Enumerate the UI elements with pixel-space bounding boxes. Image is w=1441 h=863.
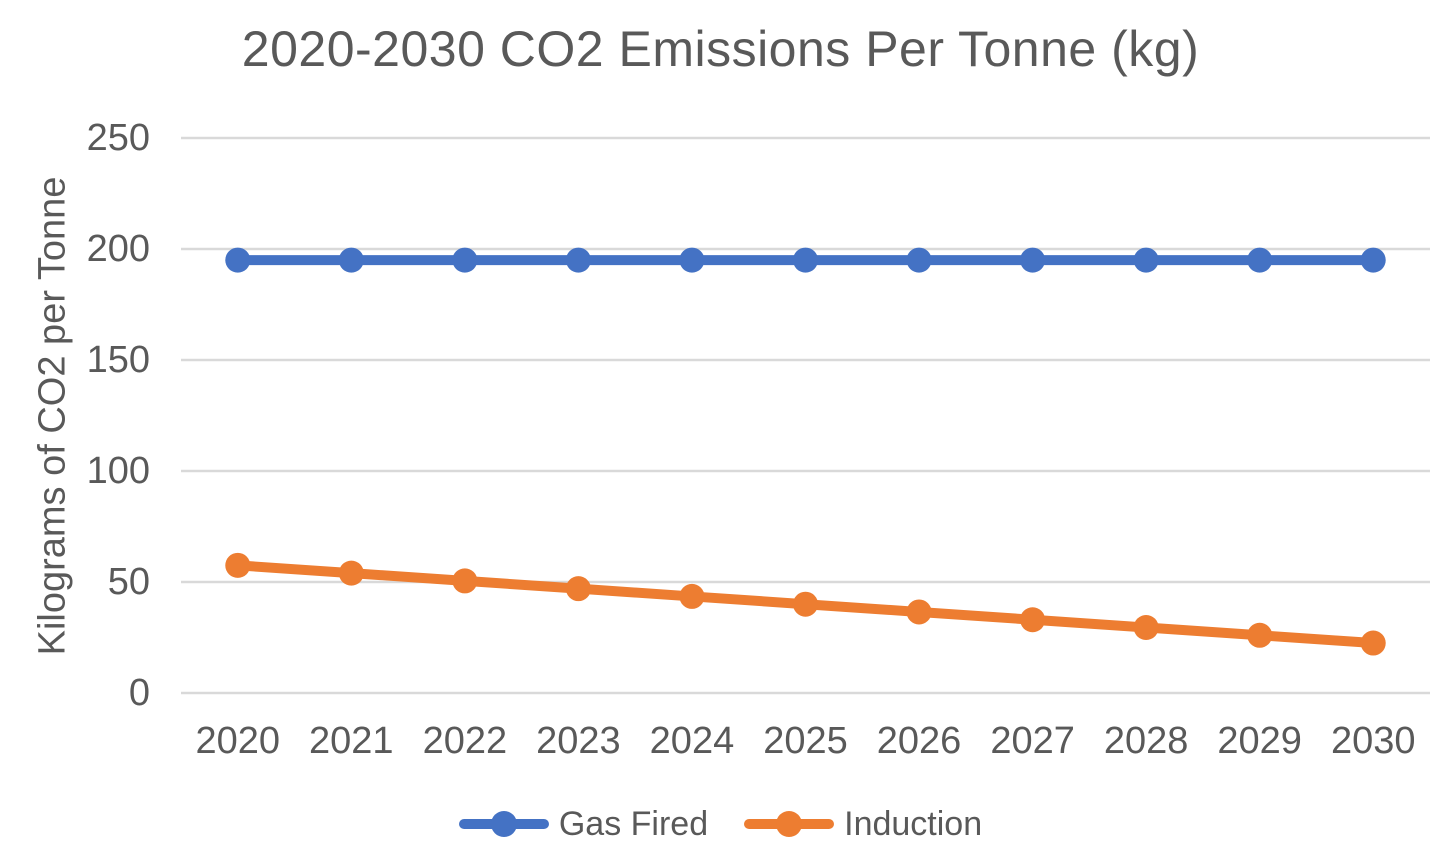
data-point-gas-fired (225, 247, 251, 273)
data-point-induction (452, 568, 478, 594)
data-point-induction (565, 576, 591, 602)
y-tick-label: 100 (87, 450, 150, 492)
y-tick-label: 250 (87, 117, 150, 159)
x-tick-label: 2022 (423, 720, 508, 762)
x-tick-label: 2026 (877, 720, 962, 762)
x-tick-label: 2020 (195, 720, 280, 762)
legend-label-gas-fired: Gas Fired (558, 804, 709, 843)
y-tick-label: 50 (108, 561, 150, 603)
x-tick-label: 2030 (1331, 720, 1416, 762)
data-point-gas-fired (452, 247, 478, 273)
legend-item-induction: Induction (744, 805, 982, 844)
data-point-induction (1360, 630, 1386, 656)
data-point-gas-fired (793, 247, 818, 273)
x-tick-label: 2029 (1217, 720, 1302, 762)
data-point-gas-fired (1133, 247, 1159, 273)
data-point-induction (1020, 607, 1046, 633)
data-point-gas-fired (565, 247, 591, 273)
data-point-gas-fired (1247, 247, 1273, 273)
data-point-gas-fired (1020, 247, 1046, 273)
x-tick-label: 2023 (536, 720, 621, 762)
data-point-induction (906, 599, 932, 625)
chart-title: 2020-2030 CO2 Emissions Per Tonne (kg) (241, 21, 1200, 77)
data-point-induction (1247, 622, 1273, 648)
x-tick-label: 2028 (1104, 720, 1189, 762)
data-point-induction (793, 591, 818, 617)
x-tick-label: 2024 (650, 720, 735, 762)
data-point-induction (225, 552, 251, 578)
data-point-gas-fired (906, 247, 932, 273)
x-tick-label: 2021 (309, 720, 394, 762)
induction-line-marker-icon (744, 811, 835, 837)
data-point-induction (1133, 615, 1159, 641)
legend: Gas Fired Induction (0, 798, 1441, 850)
x-tick-label: 2025 (763, 720, 848, 762)
y-tick-label: 200 (87, 228, 150, 270)
y-tick-label: 0 (129, 672, 150, 714)
y-tick-label: 150 (87, 339, 150, 381)
x-tick-label: 2027 (990, 720, 1075, 762)
gas-fired-line-marker-icon (458, 811, 549, 837)
data-point-gas-fired (679, 247, 705, 273)
data-point-gas-fired (338, 247, 364, 273)
data-point-induction (679, 583, 705, 609)
data-point-gas-fired (1360, 247, 1386, 273)
legend-item-gas-fired: Gas Fired (458, 804, 709, 844)
data-point-induction (338, 560, 364, 586)
legend-label-induction: Induction (844, 804, 983, 843)
